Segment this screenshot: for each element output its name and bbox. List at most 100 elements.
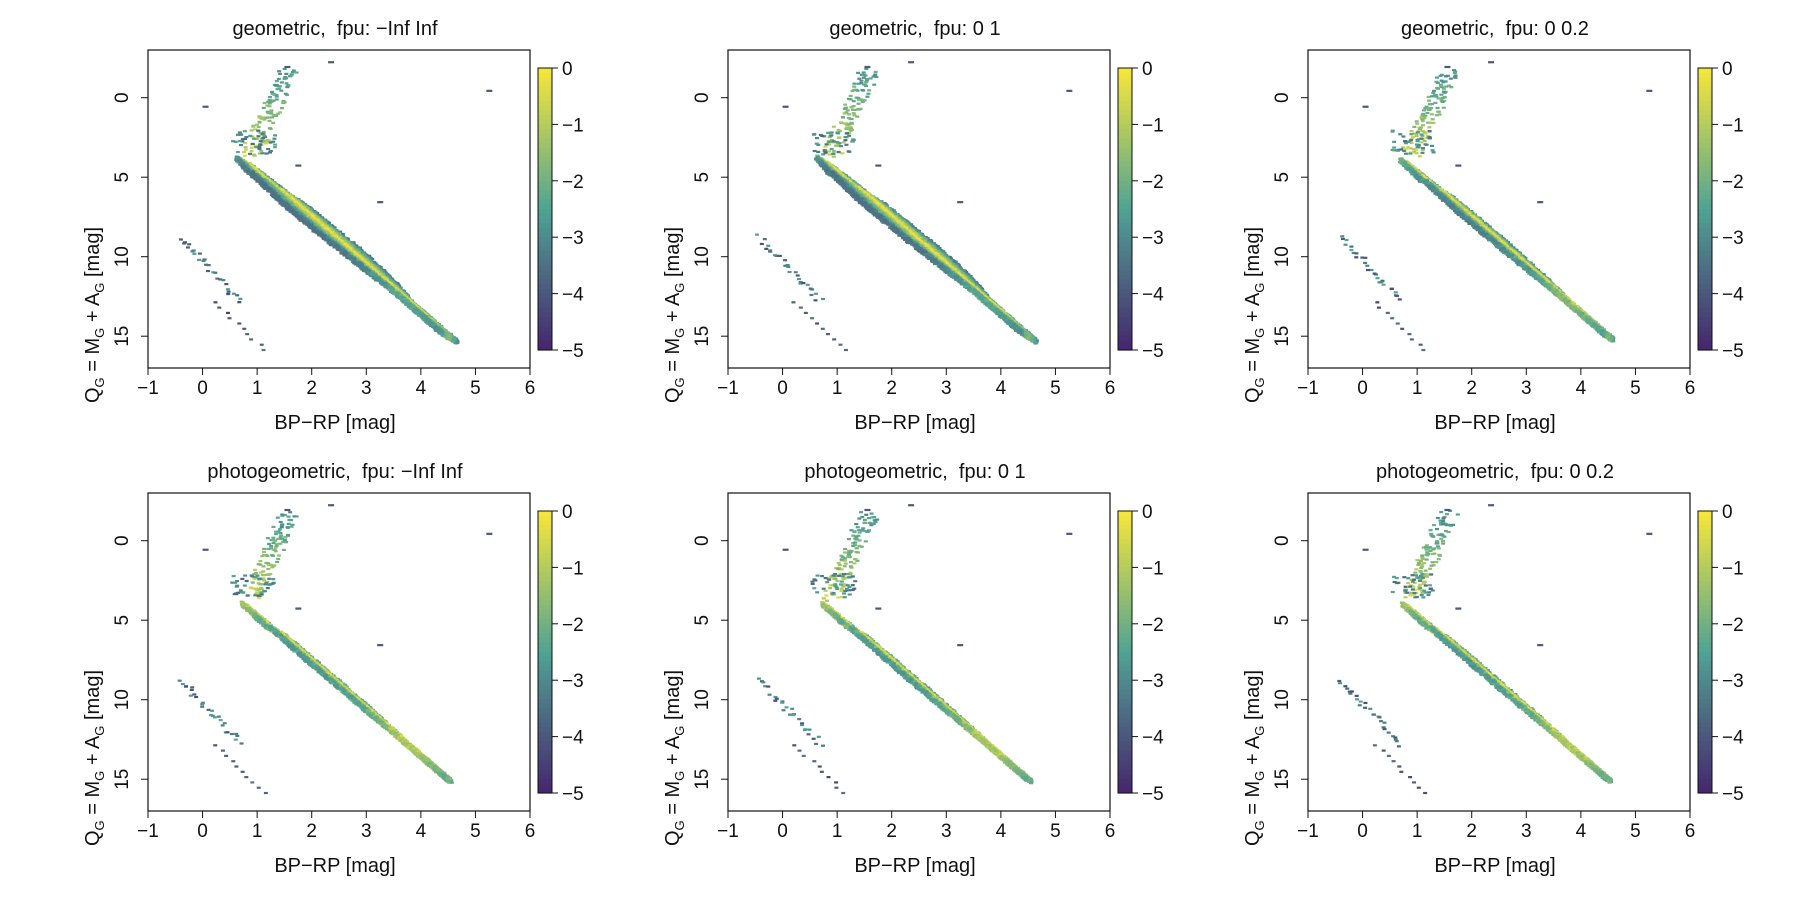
heatmap-cell (307, 209, 312, 212)
heatmap-cell (331, 232, 336, 235)
heatmap-cell (288, 202, 293, 205)
heatmap-cell (326, 222, 331, 225)
heatmap-cell (358, 258, 363, 261)
heatmap-cell (272, 194, 277, 197)
heatmap-cell (321, 231, 326, 234)
heatmap-cell (261, 185, 266, 188)
heatmap-cell (263, 183, 268, 186)
heatmap-cell (270, 190, 275, 193)
heatmap-cell (333, 236, 338, 239)
heatmap-cell (303, 204, 308, 207)
heatmap-cell (368, 263, 373, 267)
heatmap-cell (325, 236, 330, 239)
heatmap-cell (334, 244, 339, 247)
heatmap-cell (238, 160, 243, 163)
heatmap-cell (281, 204, 286, 207)
heatmap-cell (330, 243, 335, 246)
heatmap-cell (240, 161, 245, 164)
heatmap-cell (323, 225, 328, 228)
heatmap-cell (309, 223, 314, 227)
heatmap-cell (254, 175, 259, 179)
heatmap-cell (300, 219, 305, 222)
heatmap-cell (324, 231, 329, 234)
heatmap-cell (283, 193, 288, 196)
heatmap-cell (322, 234, 327, 237)
heatmap-cell (356, 251, 361, 254)
heatmap-cell (308, 213, 313, 216)
heatmap-cell (312, 223, 317, 226)
heatmap-cell (266, 183, 271, 186)
heatmap-cell (302, 218, 307, 221)
heatmap-cell (296, 215, 301, 218)
heatmap-cell (339, 246, 344, 249)
heatmap-cell (240, 162, 245, 166)
heatmap-cell (260, 180, 265, 184)
heatmap-cell (324, 238, 329, 241)
heatmap-cell (384, 275, 389, 278)
heatmap-cell (278, 199, 283, 202)
heatmap-cell (317, 213, 322, 217)
heatmap-cell (305, 217, 310, 220)
heatmap-cell (251, 176, 256, 179)
heatmap-cell (274, 185, 279, 188)
heatmap-cell (298, 219, 303, 222)
heatmap-cells (178, 61, 493, 352)
heatmap-cell (333, 242, 338, 245)
heatmap-cell (268, 184, 273, 187)
heatmap-cell (245, 168, 250, 171)
heatmap-cell (280, 190, 285, 193)
heatmap-cell (321, 237, 326, 240)
heatmap-cell (241, 164, 246, 167)
heatmap-cell (291, 210, 296, 213)
heatmap-cell (383, 272, 388, 276)
heatmap-cell (310, 218, 315, 221)
heatmap-cell (250, 171, 255, 174)
heatmap-cell (236, 156, 241, 160)
heatmap-cell (264, 187, 269, 190)
heatmap-cell (242, 165, 247, 169)
heatmap-cell (312, 227, 317, 231)
panel-geometric-fpu-inf: −1 0 1 2 3 4 5 6 0 5 10 15 0 −1 −2 −3 −4 −5 geometric, fp… (0, 0, 600, 450)
heatmap-cell (286, 205, 291, 208)
heatmap-cell (278, 202, 283, 205)
heatmap-cell (299, 217, 304, 220)
heatmap-cell (305, 221, 310, 224)
heatmap-cell (294, 211, 299, 215)
plot-frame (147, 49, 531, 369)
heatmap-cell (351, 253, 356, 256)
heatmap-cell (271, 191, 276, 195)
heatmap-cell (284, 205, 289, 208)
heatmap-cell (298, 213, 303, 216)
heatmap-cell (300, 203, 305, 206)
heatmap-cell (297, 217, 302, 221)
heatmap-cell (277, 192, 282, 196)
heatmap-cell (330, 241, 335, 244)
heatmap-cell (325, 233, 330, 237)
heatmap-cell (327, 238, 332, 242)
heatmap-cell (355, 246, 360, 249)
heatmap-cell (303, 222, 308, 225)
heatmap-cell (247, 171, 252, 175)
heatmap-cell (283, 202, 288, 205)
heatmap-cell (299, 216, 304, 219)
heatmap-cell (273, 196, 278, 199)
heatmap-cell (286, 198, 291, 202)
heatmap-cell (344, 248, 349, 251)
heatmap-cell (312, 211, 317, 214)
heatmap-cell (316, 231, 321, 234)
heatmap-cell (368, 259, 373, 263)
heatmap-cell (305, 220, 310, 223)
heatmap-cell (285, 206, 290, 209)
heatmap-cell (357, 249, 362, 253)
heatmap-cell (336, 245, 341, 248)
heatmap-cell (276, 195, 281, 198)
heatmap-cell (246, 170, 251, 173)
heatmap-cell (333, 234, 338, 237)
heatmap-cell (354, 244, 359, 247)
heatmap-cell (323, 227, 328, 230)
heatmap-cell (328, 234, 333, 237)
heatmap-cell (268, 188, 273, 192)
heatmap-cell (328, 224, 333, 227)
